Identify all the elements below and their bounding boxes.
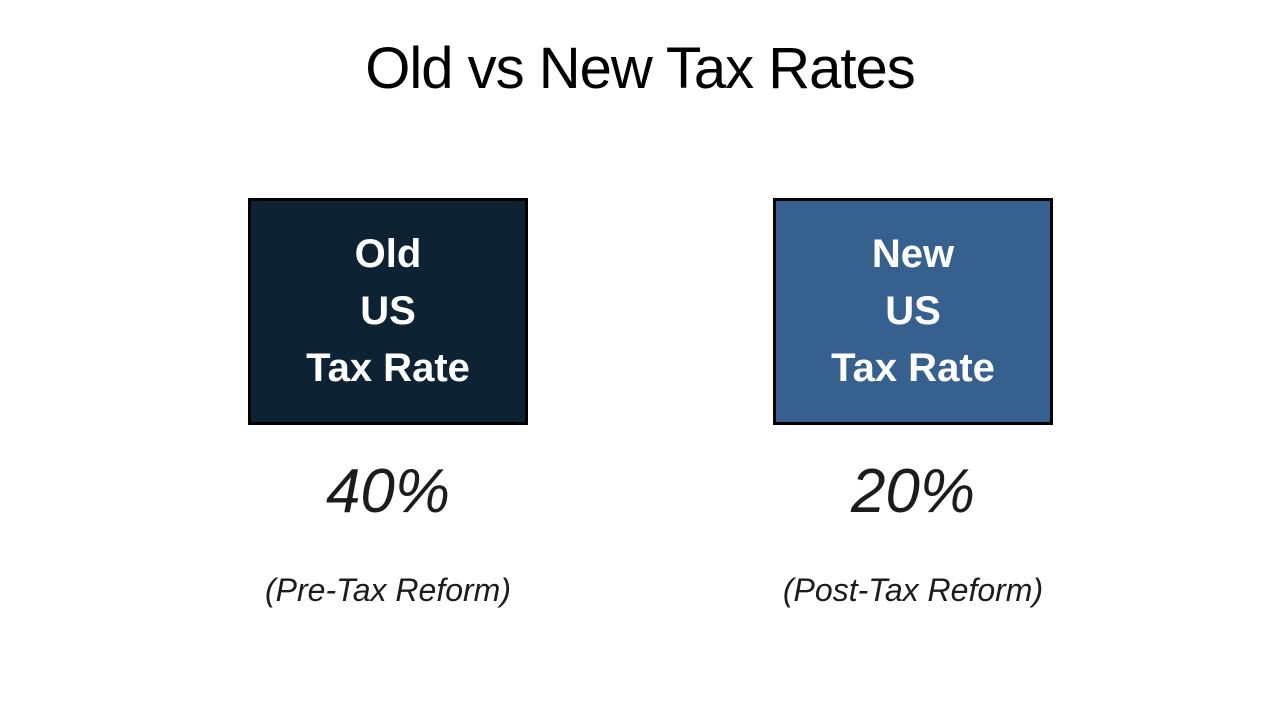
new-tax-caption: (Post-Tax Reform) bbox=[782, 572, 1044, 608]
new-box-line-1: New bbox=[871, 232, 955, 276]
new-box-line-3: Tax Rate bbox=[831, 346, 995, 390]
old-tax-box: Old US Tax Rate bbox=[248, 198, 528, 425]
old-tax-caption: (Pre-Tax Reform) bbox=[265, 572, 511, 608]
old-box-line-1: Old bbox=[354, 232, 422, 276]
old-tax-rate-value: 40% bbox=[325, 457, 451, 526]
slide-title: Old vs New Tax Rates bbox=[365, 36, 915, 101]
old-box-line-3: Tax Rate bbox=[306, 346, 470, 390]
new-tax-column: New US Tax Rate 20% (Post-Tax Reform) bbox=[773, 198, 1053, 609]
new-tax-box: New US Tax Rate bbox=[773, 198, 1053, 425]
new-tax-rate-value: 20% bbox=[850, 457, 976, 526]
old-box-line-2: US bbox=[360, 289, 416, 333]
new-box-line-2: US bbox=[885, 289, 941, 333]
old-tax-column: Old US Tax Rate 40% (Pre-Tax Reform) bbox=[248, 198, 528, 609]
